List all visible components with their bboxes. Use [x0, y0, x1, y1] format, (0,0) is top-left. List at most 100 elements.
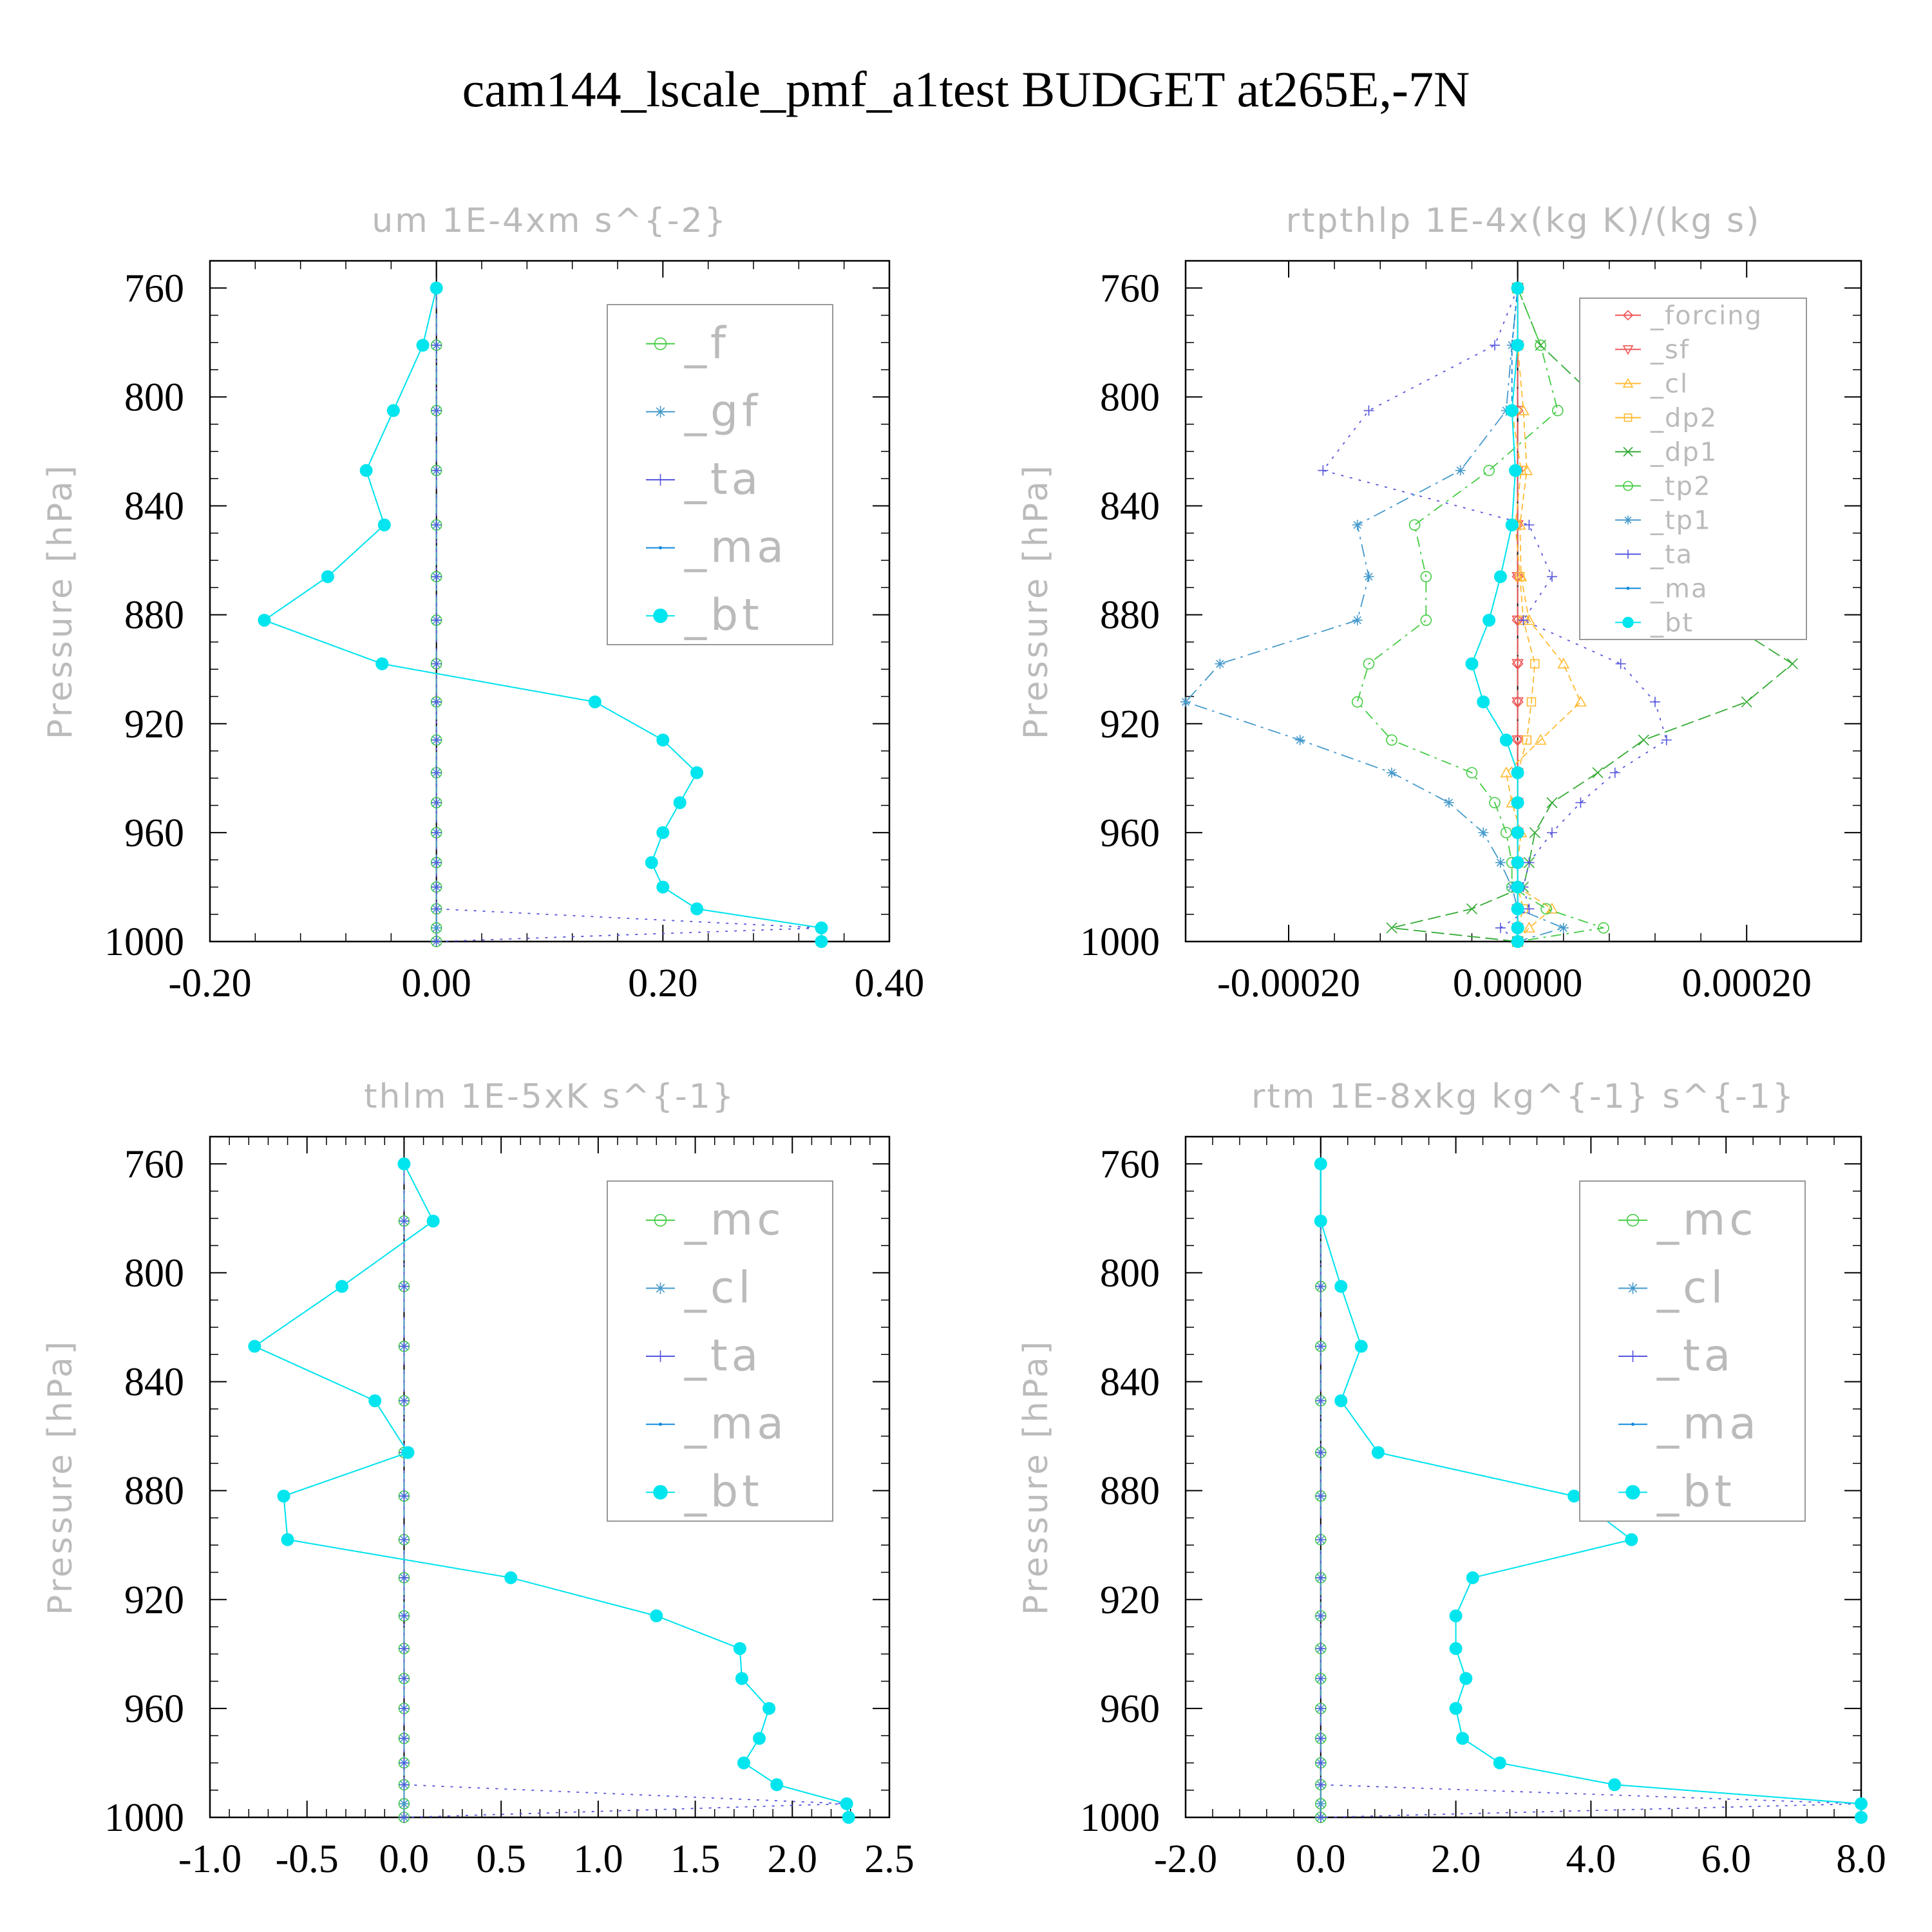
- legend-marker: [1622, 345, 1634, 355]
- series-line: [263, 288, 822, 942]
- data-point: [1534, 734, 1547, 745]
- x-tick-label: 1.5: [670, 1837, 721, 1881]
- data-point: [1420, 571, 1432, 583]
- data-point: [1511, 856, 1524, 869]
- data-point: [335, 1280, 348, 1293]
- legend-box: [607, 1180, 833, 1522]
- data-point: [399, 1491, 410, 1502]
- data-point: [277, 1490, 290, 1503]
- x-tick-label: -0.00020: [1217, 961, 1360, 1005]
- panel-title: rtm 1E-8xkg kg^{-1} s^{-1}: [1251, 1077, 1795, 1116]
- data-point: [1493, 1756, 1506, 1770]
- data-point: [1608, 1778, 1622, 1792]
- x-tick-label: -0.20: [168, 961, 251, 1005]
- data-point: [1567, 1490, 1581, 1503]
- data-point: [431, 615, 442, 626]
- legend-label: _tp2: [1650, 472, 1712, 502]
- data-point: [1493, 570, 1507, 583]
- data-point: [1315, 1611, 1326, 1622]
- y-tick-label: 800: [124, 1251, 184, 1295]
- data-point: [1495, 922, 1506, 933]
- data-point: [1511, 921, 1524, 934]
- y-tick-label: 960: [1100, 811, 1160, 855]
- data-point: [430, 281, 443, 295]
- data-point: [1466, 767, 1478, 779]
- data-point: [1511, 766, 1524, 779]
- legend-box: [1579, 298, 1807, 640]
- panels: um 1E-4xm s^{-2}Pressure [hPa]-0.20 0.00 0…: [41, 202, 1886, 1881]
- legend-marker: [1627, 1282, 1639, 1294]
- legend-box: [1579, 1180, 1806, 1522]
- data-point: [1575, 696, 1587, 707]
- data-point: [431, 340, 442, 351]
- y-tick-label: 960: [124, 1687, 184, 1731]
- data-point: [770, 1778, 784, 1792]
- legend-label: _dp2: [1650, 404, 1718, 433]
- data-point: [1318, 465, 1329, 476]
- data-point: [1546, 797, 1558, 808]
- data-point: [399, 1703, 410, 1714]
- data-point: [1489, 797, 1501, 809]
- series-line: [1356, 287, 1604, 942]
- data-point: [431, 922, 442, 933]
- legend-label: _ma: [684, 1399, 788, 1450]
- data-point: [397, 1157, 411, 1171]
- x-tick-label: 0.00000: [1453, 961, 1583, 1005]
- data-point: [1371, 1446, 1385, 1459]
- data-point: [1511, 796, 1524, 810]
- series-tp1: [1180, 283, 1569, 947]
- data-point: [399, 1673, 410, 1684]
- data-point: [1558, 922, 1569, 933]
- data-point: [399, 1779, 410, 1790]
- legend-marker: [1622, 310, 1634, 321]
- legend-label: _tp1: [1650, 506, 1712, 536]
- y-tick-label: 920: [124, 1578, 184, 1622]
- y-tick-label: 760: [1100, 1142, 1160, 1186]
- data-point: [1315, 1703, 1326, 1714]
- panel-title: rtpthlp 1E-4x(kg K)/(kg s): [1286, 202, 1761, 240]
- data-point: [815, 921, 828, 934]
- data-point: [1363, 405, 1374, 416]
- y-axis-label: Pressure [hPa]: [1017, 1339, 1056, 1615]
- data-point: [1598, 922, 1609, 934]
- data-point: [431, 658, 442, 669]
- data-point: [431, 936, 442, 947]
- x-tick-label: 8.0: [1836, 1837, 1886, 1881]
- y-tick-label: 840: [1100, 1361, 1160, 1405]
- legend-marker: [654, 406, 667, 418]
- data-point: [650, 1609, 663, 1623]
- data-point: [1490, 340, 1501, 351]
- y-axis-label: Pressure [hPa]: [1017, 463, 1056, 739]
- data-point: [1552, 404, 1564, 417]
- data-point: [1505, 518, 1519, 532]
- data-point: [1786, 658, 1798, 670]
- data-point: [1449, 1609, 1463, 1623]
- legend-label: _ta: [1650, 540, 1693, 570]
- series-dp2: [1507, 283, 1540, 947]
- data-point: [1575, 797, 1586, 808]
- legend-marker: [1622, 616, 1634, 629]
- x-tick-label: 0.00: [401, 961, 471, 1005]
- y-tick-label: 840: [124, 485, 184, 529]
- data-point: [431, 767, 442, 778]
- series-bt: [1314, 1157, 1868, 1824]
- data-point: [645, 856, 658, 869]
- data-point: [815, 935, 828, 948]
- y-tick-label: 880: [1100, 1470, 1160, 1513]
- data-point: [1509, 464, 1522, 477]
- data-point: [735, 1672, 748, 1685]
- legend-box: [607, 304, 833, 645]
- data-point: [401, 1446, 415, 1459]
- data-point: [1315, 1812, 1326, 1823]
- data-point: [1180, 696, 1191, 707]
- y-tick-label: 800: [1100, 375, 1160, 419]
- legend-label: _ma: [684, 522, 788, 573]
- data-point: [1215, 658, 1226, 669]
- data-point: [431, 827, 442, 838]
- data-point: [1518, 615, 1529, 626]
- figure-title: cam144_lscale_pmf_a1test BUDGET at265E,-…: [462, 61, 1470, 117]
- data-point: [1408, 519, 1421, 531]
- legend-label: _gf: [684, 386, 761, 437]
- data-point: [1351, 696, 1363, 708]
- data-point: [1315, 1643, 1326, 1654]
